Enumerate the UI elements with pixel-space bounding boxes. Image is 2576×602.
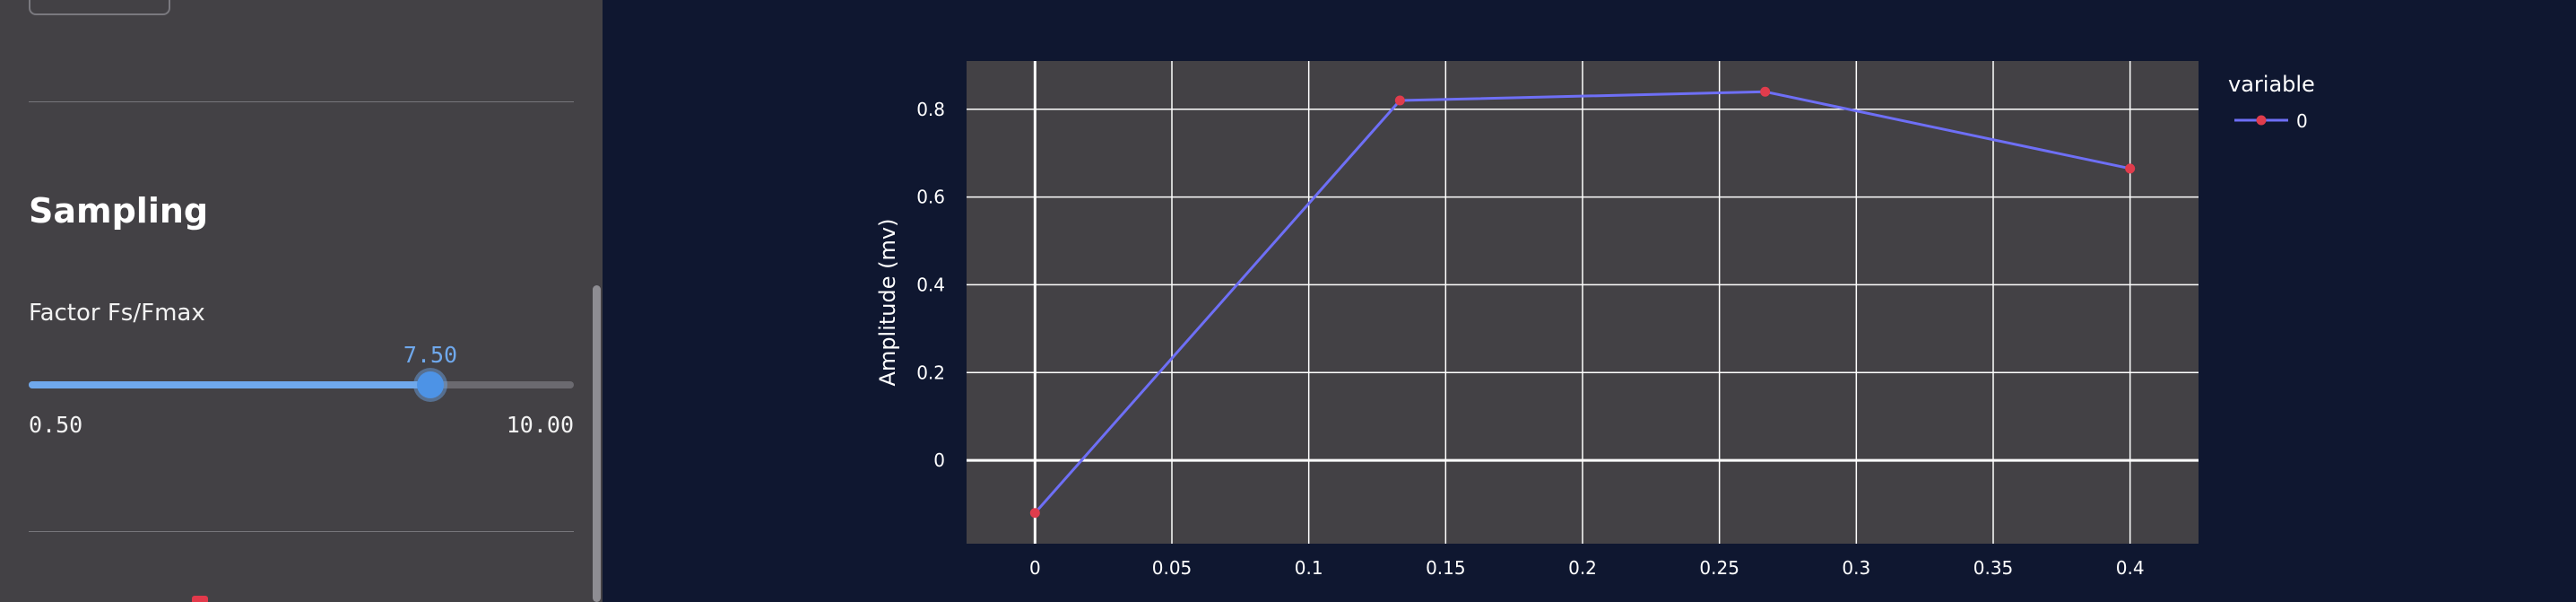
y-tick-label: 0 [933, 449, 945, 471]
slider-thumb[interactable] [417, 371, 444, 398]
sidebar-scrollbar[interactable] [593, 285, 601, 602]
x-tick-label: 0 [1029, 557, 1041, 579]
x-tick-label: 0.4 [2116, 557, 2145, 579]
sidebar-divider [29, 531, 574, 532]
x-tick-label: 0.1 [1295, 557, 1323, 579]
legend-marker-swatch [2256, 115, 2267, 126]
data-point [1029, 508, 1040, 519]
sidebar: Sampling Factor Fs/Fmax 7.50 0.50 10.00 [0, 0, 603, 602]
sidebar-divider [29, 101, 574, 102]
x-tick-label: 0.3 [1842, 557, 1870, 579]
slider-fill [29, 381, 430, 388]
section-title: Sampling [29, 191, 209, 231]
x-tick-label: 0.35 [1973, 557, 2014, 579]
data-point [2125, 163, 2136, 174]
x-tick-label: 0.25 [1699, 557, 1739, 579]
y-tick-label: 0.6 [916, 187, 945, 208]
next-section-peek [192, 596, 208, 602]
y-tick-label: 0.4 [916, 274, 945, 295]
legend-item-label[interactable]: 0 [2296, 110, 2308, 132]
slider-value: 7.50 [403, 342, 458, 368]
x-tick-label: 0.05 [1152, 557, 1193, 579]
factor-slider[interactable] [29, 371, 574, 398]
series-line [1034, 90, 2130, 514]
sidebar-top-button[interactable] [29, 0, 170, 15]
slider-label: Factor Fs/Fmax [29, 300, 205, 327]
line-chart: 0 0.05 0.1 0.15 0.2 0.25 0.3 0.35 0.4 0 0.2 0.4 0.6 0… [875, 61, 2315, 579]
axis-ticks: 0 0.05 0.1 0.15 0.2 0.25 0.3 0.35 0.4 0 0.2 0.4 0.6 0… [916, 99, 2144, 579]
y-axis-label: Amplitude (mv) [875, 219, 900, 387]
x-tick-label: 0.2 [1568, 557, 1597, 579]
slider-min-label: 0.50 [29, 412, 83, 438]
series-group [1029, 86, 2136, 519]
y-tick-label: 0.2 [916, 362, 945, 383]
x-tick-label: 0.15 [1426, 557, 1466, 579]
data-point [1394, 95, 1405, 106]
data-point [1760, 86, 1771, 97]
legend[interactable]: variable 0 [2228, 72, 2315, 132]
slider-max-label: 10.00 [506, 412, 574, 438]
legend-title: variable [2228, 72, 2315, 97]
y-tick-label: 0.8 [916, 99, 945, 120]
grid [967, 61, 2199, 544]
